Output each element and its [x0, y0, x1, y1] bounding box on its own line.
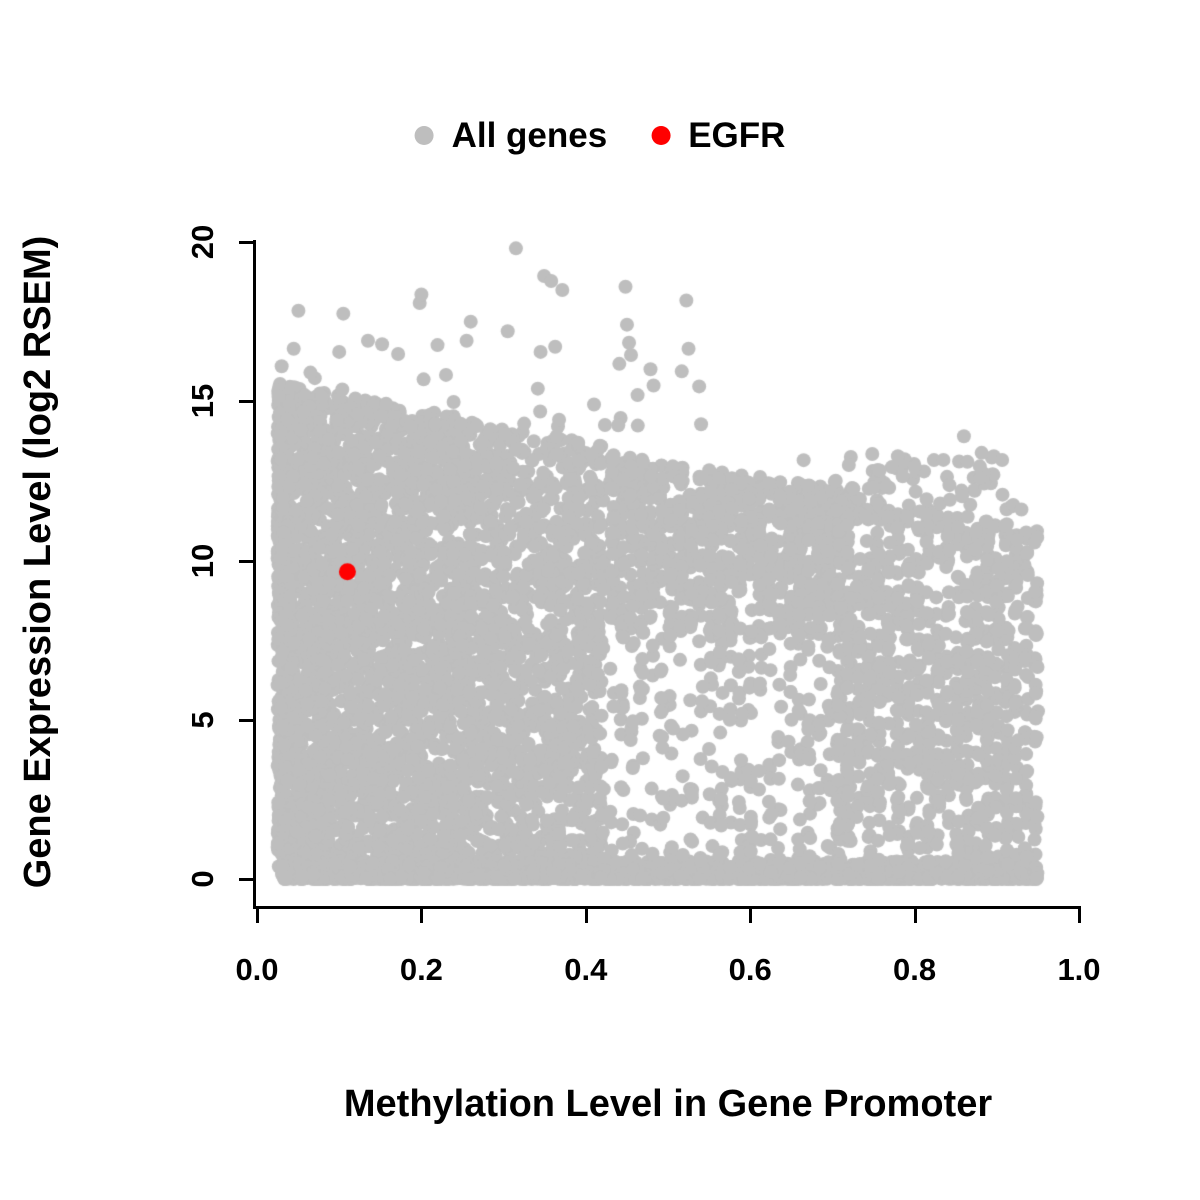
x-axis-line [255, 906, 1081, 909]
legend-label-all-genes: All genes [451, 116, 608, 155]
y-tick-mark [239, 718, 256, 722]
legend: All genes EGFR [414, 116, 785, 155]
y-tick-mark [239, 878, 256, 881]
x-tick-mark [256, 906, 259, 923]
legend-item-all-genes: All genes [414, 116, 608, 155]
x-tick-mark [420, 906, 424, 923]
x-tick-label: 0.6 [728, 952, 772, 987]
legend-item-egfr: EGFR [651, 118, 785, 153]
x-tick-mark [584, 906, 588, 923]
y-axis-line [253, 240, 256, 909]
y-axis-title: Gene Expression Level (log2 RSEM) [17, 235, 59, 889]
x-tick-label: 0.2 [399, 952, 443, 987]
egfr-dot-icon [651, 126, 671, 145]
y-tick-mark [239, 400, 256, 404]
y-tick-label: 0 [185, 870, 220, 888]
y-tick-mark [239, 241, 256, 244]
all-genes-dot-icon [414, 126, 434, 145]
x-axis-title: Methylation Level in Gene Promoter [343, 1083, 993, 1125]
y-tick-label: 20 [185, 224, 220, 260]
x-tick-mark [749, 906, 753, 923]
x-tick-label: 1.0 [1057, 952, 1101, 987]
x-tick-mark [1078, 906, 1081, 923]
y-tick-label: 10 [185, 543, 220, 578]
y-tick-label: 5 [185, 711, 220, 729]
x-tick-mark [913, 906, 917, 923]
legend-label-egfr: EGFR [688, 116, 786, 155]
x-tick-label: 0.8 [893, 952, 937, 987]
y-tick-label: 15 [185, 384, 220, 419]
x-tick-label: 0.4 [564, 952, 608, 987]
x-tick-label: 0.0 [235, 952, 279, 987]
y-tick-mark [239, 559, 256, 563]
